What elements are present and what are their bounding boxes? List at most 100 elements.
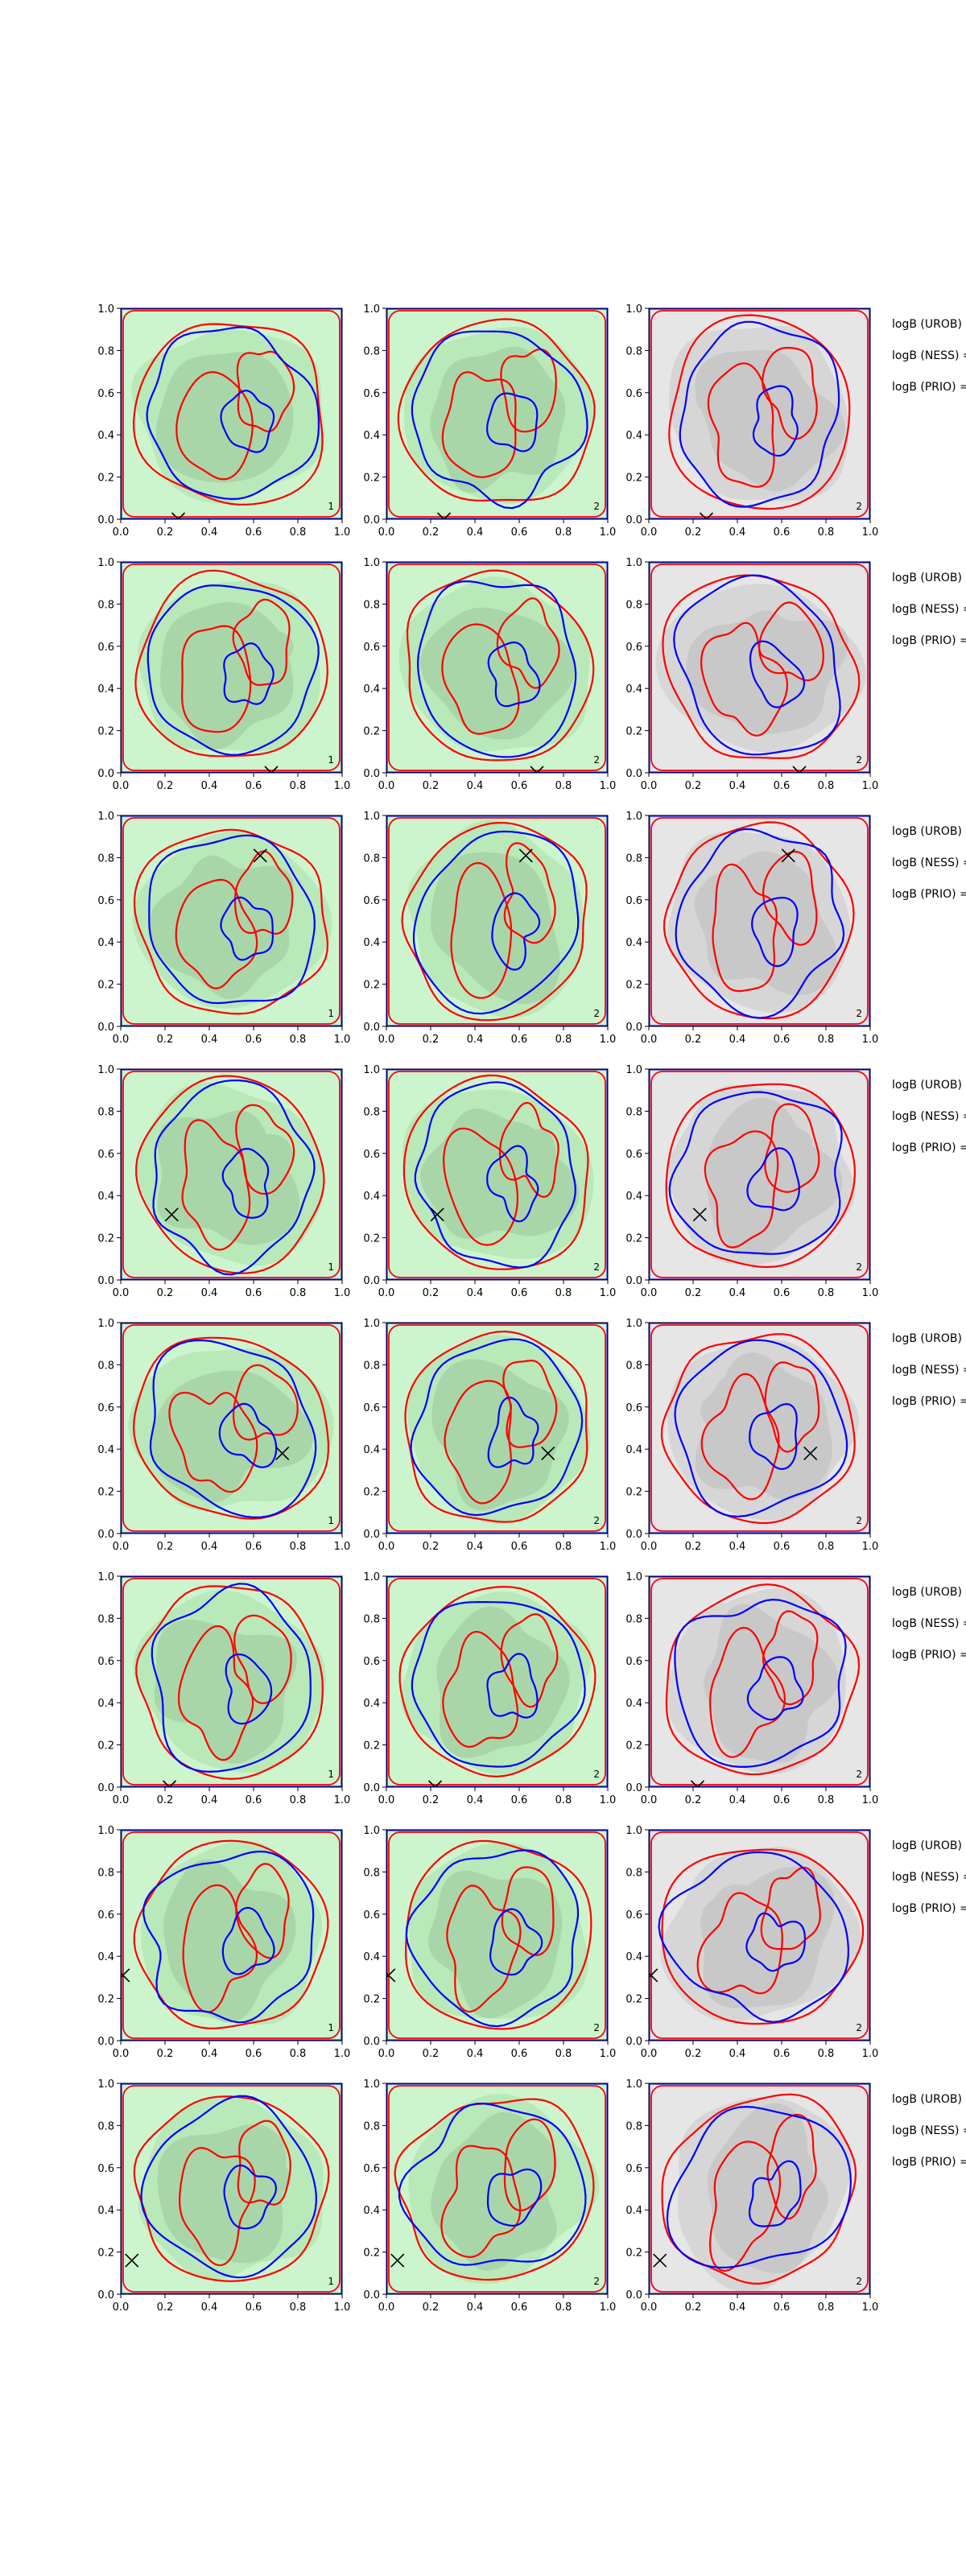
x-tick-label: 1.0 bbox=[600, 2301, 617, 2314]
y-tick-label: 0.8 bbox=[625, 1867, 642, 1879]
red-contour bbox=[440, 2145, 522, 2258]
y-tick-label: 0.4 bbox=[97, 1191, 114, 1203]
x-tick-label: 0.2 bbox=[157, 1541, 174, 1553]
x-tick-label: 0.8 bbox=[290, 2301, 307, 2314]
x-tick-label: 0.4 bbox=[467, 1794, 484, 1806]
x-tick-label: 0.2 bbox=[157, 526, 174, 539]
red-contour bbox=[758, 601, 824, 682]
red-contour bbox=[442, 1630, 519, 1748]
row-label: logB (NESS) = bbox=[892, 603, 966, 616]
y-tick-label: 0.8 bbox=[625, 2120, 642, 2132]
contour-panel-r5-c2: 2 0.0 0.2 0.4 0.6 0.8 1.0 0.0 0.2 0.4 0.6 0.8 1.0 bbox=[363, 1318, 616, 1553]
x-tick-label: 0.8 bbox=[818, 2301, 835, 2314]
y-tick-label: 0.2 bbox=[363, 1487, 380, 1499]
x-tick-label: 0.6 bbox=[774, 1541, 791, 1553]
x-tick-label: 0.4 bbox=[729, 2301, 746, 2314]
y-tick-label: 0.8 bbox=[625, 599, 642, 611]
y-tick-label: 0.2 bbox=[625, 1487, 642, 1499]
y-tick-label: 1.0 bbox=[625, 1825, 642, 1837]
red-contour bbox=[661, 2093, 857, 2285]
y-tick-label: 1.0 bbox=[625, 811, 642, 823]
blue-contour bbox=[751, 896, 799, 968]
red-contour bbox=[134, 569, 328, 758]
red-contour bbox=[232, 598, 291, 687]
blue-contour bbox=[142, 1850, 315, 2024]
red-contour bbox=[762, 1610, 819, 1706]
red-contour bbox=[450, 861, 513, 999]
blue-contour bbox=[410, 1338, 584, 1517]
filled-contour-level bbox=[696, 366, 762, 430]
x-tick-label: 0.2 bbox=[685, 2048, 702, 2060]
x-tick-label: 0.6 bbox=[774, 526, 791, 539]
y-tick-label: 0.0 bbox=[625, 2036, 642, 2048]
x-tick-label: 0.8 bbox=[555, 2048, 572, 2060]
contour-panel-r3-c3: 2 0.0 0.2 0.4 0.6 0.8 1.0 0.0 0.2 0.4 0.6 0.8 1.0 bbox=[625, 811, 878, 1046]
red-contour-boundary bbox=[388, 310, 606, 518]
red-contour bbox=[394, 2098, 595, 2281]
y-tick-label: 0.6 bbox=[625, 2163, 642, 2175]
y-tick-label: 0.2 bbox=[625, 473, 642, 485]
red-contour bbox=[760, 1866, 821, 1951]
x-tick-label: 0.6 bbox=[246, 1794, 262, 1806]
axes-frame bbox=[120, 2083, 343, 2295]
x-marker bbox=[518, 848, 533, 863]
filled-contour-level bbox=[228, 1634, 295, 1694]
red-contour bbox=[696, 1892, 783, 1995]
red-contour bbox=[662, 574, 861, 760]
y-tick-label: 1.0 bbox=[97, 811, 114, 823]
panel-corner-label: 1 bbox=[328, 1769, 334, 1780]
x-tick-label: 0.6 bbox=[774, 2301, 791, 2314]
x-tick-label: 0.0 bbox=[113, 1794, 130, 1806]
x-tick-label: 1.0 bbox=[862, 2048, 879, 2060]
y-tick-label: 0.6 bbox=[625, 895, 642, 907]
red-contour bbox=[502, 1360, 558, 1448]
x-tick-label: 0.8 bbox=[818, 1034, 835, 1046]
row-label: logB (PRIO) = bbox=[892, 1902, 966, 1915]
y-tick-label: 0.2 bbox=[97, 1740, 114, 1752]
red-contour-boundary bbox=[388, 1324, 606, 1532]
panel-corner-label: 1 bbox=[328, 1008, 334, 1019]
x-tick-label: 0.2 bbox=[157, 2301, 174, 2314]
blue-contour bbox=[746, 1656, 804, 1721]
red-contour bbox=[503, 842, 556, 944]
y-tick-label: 1.0 bbox=[97, 557, 114, 569]
x-tick-label: 0.6 bbox=[511, 2301, 528, 2314]
y-tick-label: 0.4 bbox=[625, 1951, 642, 1963]
red-contour-boundary bbox=[122, 1578, 341, 1785]
red-contour-boundary bbox=[122, 2085, 341, 2293]
red-contour-boundary bbox=[650, 564, 869, 771]
y-tick-label: 0.2 bbox=[625, 2248, 642, 2260]
filled-contour-level bbox=[438, 1378, 502, 1445]
red-contour bbox=[665, 1583, 861, 1776]
x-marker bbox=[530, 766, 544, 773]
row-label: logB (UROB) = bbox=[892, 1332, 966, 1345]
row-label: logB (NESS) = bbox=[892, 1617, 966, 1630]
y-tick-label: 0.4 bbox=[97, 430, 114, 442]
y-tick-label: 0.8 bbox=[363, 2120, 380, 2132]
axes-frame bbox=[386, 815, 609, 1027]
x-tick-label: 0.4 bbox=[729, 1287, 746, 1299]
red-contour-boundary bbox=[650, 817, 869, 1025]
y-tick-label: 0.2 bbox=[97, 726, 114, 738]
y-tick-label: 0.6 bbox=[97, 1909, 114, 1922]
x-tick-label: 1.0 bbox=[334, 2301, 351, 2314]
y-tick-label: 0.6 bbox=[363, 388, 380, 400]
x-tick-label: 0.0 bbox=[641, 2048, 658, 2060]
red-contour-boundary bbox=[388, 2085, 606, 2293]
y-tick-label: 0.8 bbox=[625, 852, 642, 865]
blue-contour bbox=[147, 584, 320, 756]
y-tick-label: 0.0 bbox=[625, 768, 642, 780]
contour-panel-r7-c3: 2 0.0 0.2 0.4 0.6 0.8 1.0 0.0 0.2 0.4 0.6 0.8 1.0 bbox=[625, 1825, 878, 2060]
y-tick-label: 0.4 bbox=[363, 2205, 380, 2217]
blue-contour bbox=[673, 574, 841, 756]
x-tick-label: 0.6 bbox=[511, 1034, 528, 1046]
red-contour bbox=[175, 878, 258, 990]
blue-contour bbox=[675, 828, 845, 1019]
panel-corner-label: 2 bbox=[856, 2022, 862, 2033]
y-tick-label: 0.4 bbox=[97, 1951, 114, 1963]
x-marker bbox=[803, 1446, 818, 1461]
contour-panel-r8-c1: 1 0.0 0.2 0.4 0.6 0.8 1.0 0.0 0.2 0.4 0.6 0.8 1.0 bbox=[97, 2079, 350, 2314]
contour-panel-r1-c1: 1 0.0 0.2 0.4 0.6 0.8 1.0 0.0 0.2 0.4 0.6 0.8 1.0 bbox=[97, 303, 350, 539]
y-tick-label: 0.0 bbox=[363, 514, 380, 526]
y-tick-label: 1.0 bbox=[363, 811, 380, 823]
